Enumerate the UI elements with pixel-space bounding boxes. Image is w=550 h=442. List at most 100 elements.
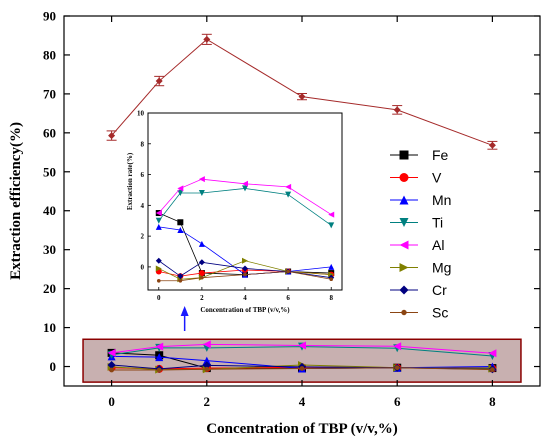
- arrow-head: [180, 306, 189, 316]
- inset-point-al: [198, 176, 205, 183]
- inset-point-cr: [242, 265, 248, 272]
- inset-y-tick-label: 4: [141, 202, 145, 210]
- y-axis-label: Extraction efficiency(%): [8, 122, 24, 280]
- legend: Fe V Mn Ti Al Mg Cr Sc: [390, 147, 451, 321]
- inset-point-sc: [286, 269, 290, 274]
- y-tick-label: 10: [43, 320, 56, 335]
- band-point-mn: [202, 356, 211, 365]
- band-point-cr: [202, 361, 211, 370]
- legend-label-mg: Mg: [432, 260, 451, 276]
- legend-marker-mn: [399, 195, 409, 205]
- inset-series-line-sc: [158, 271, 332, 282]
- inset-frame: [147, 112, 343, 291]
- x-tick-label: 4: [299, 394, 306, 409]
- legend-marker-fe: [399, 150, 409, 160]
- legend-label-mn: Mn: [432, 192, 451, 208]
- inset-point-mn: [177, 226, 184, 233]
- inset-y-tick-label: 6: [141, 171, 145, 179]
- x-tick-label: 6: [394, 394, 401, 409]
- inset-point-al: [177, 185, 184, 192]
- band-point-sc: [299, 366, 305, 371]
- inset-y-axis-label: Extraction rate(%): [126, 152, 134, 210]
- inset-point-ti: [177, 190, 184, 197]
- y-tick-label: 50: [43, 164, 56, 179]
- inset-point-ti: [285, 191, 292, 198]
- band-point-al: [202, 340, 211, 349]
- inset-point-mn: [328, 263, 335, 270]
- inset-point-cr: [198, 259, 205, 266]
- legend-label-ti: Ti: [432, 215, 443, 231]
- x-axis-label: Concentration of TBP (v/v,%): [206, 421, 397, 437]
- inset-point-al: [285, 183, 292, 190]
- band-point-al: [393, 342, 402, 351]
- inset-point-mn: [198, 240, 205, 247]
- inset-point-sc: [178, 278, 183, 283]
- legend-label-v: V: [432, 170, 442, 186]
- inset-series-line-al: [158, 178, 332, 215]
- band-point-al: [488, 349, 497, 358]
- y-tick-label: 90: [43, 9, 56, 24]
- inset-point-sc: [156, 278, 161, 283]
- inset-point-sc: [243, 272, 247, 277]
- band-point-mn: [155, 353, 164, 362]
- inset-series-line-ti: [158, 188, 332, 226]
- y-tick-label: 70: [43, 86, 56, 101]
- legend-label-fe: Fe: [432, 147, 449, 163]
- main-data-point: [393, 106, 401, 114]
- y-tick-label: 20: [43, 281, 56, 296]
- x-tick-label: 2: [204, 394, 211, 409]
- band-point-al: [107, 348, 116, 357]
- y-tick-label: 40: [43, 203, 56, 218]
- inset-y-tick-label: 10: [137, 110, 145, 118]
- arrow-annotation: [180, 306, 189, 331]
- inset-x-tick-label: 4: [243, 294, 247, 302]
- legend-marker-al: [399, 240, 409, 250]
- band-series-line-sc: [111, 367, 493, 371]
- inset-point-cr: [177, 273, 184, 280]
- inset-x-tick-label: 6: [286, 294, 290, 302]
- inset-point-ti: [155, 217, 162, 224]
- inset-series-line-mg: [158, 260, 332, 280]
- band-point-al: [298, 341, 306, 350]
- y-tick-label: 30: [43, 242, 56, 257]
- inset-plot: 0 2 4 6 8 10 0 2 4 6 8 Concentration of TBP (v/v,%)…: [126, 110, 343, 314]
- band-point-sc: [204, 366, 210, 372]
- main-data-point: [203, 35, 211, 43]
- legend-label-al: Al: [432, 237, 444, 253]
- band-series-line-al: [111, 343, 493, 354]
- inset-x-tick-label: 8: [329, 294, 333, 302]
- legend-label-sc: Sc: [432, 305, 448, 321]
- band-point-sc: [394, 365, 400, 371]
- main-data-point: [155, 77, 163, 85]
- y-tick-label: 0: [50, 359, 57, 374]
- legend-label-cr: Cr: [432, 282, 447, 298]
- inset-y-tick-label: 0: [141, 263, 145, 271]
- y-tick-label: 60: [43, 125, 56, 140]
- band-point-sc: [490, 367, 495, 373]
- inset-x-axis-label: Concentration of TBP (v/v,%): [200, 306, 290, 314]
- inset-point-ti: [198, 190, 205, 197]
- legend-marker-v: [399, 173, 409, 182]
- inset-point-mn: [155, 223, 162, 230]
- inset-series-line-mn: [158, 226, 332, 276]
- band-point-al: [155, 342, 164, 351]
- main-data-point: [488, 141, 496, 149]
- x-tick-label: 8: [489, 394, 496, 409]
- inset-point-ti: [242, 185, 248, 192]
- inset-point-al: [242, 180, 248, 187]
- inset-point-mg: [242, 257, 248, 264]
- inset-point-sc: [200, 275, 204, 280]
- band-point-cr: [107, 360, 116, 369]
- inset-y-tick-label: 2: [141, 233, 145, 241]
- inset-point-ti: [328, 222, 335, 229]
- inset-x-tick-label: 2: [200, 294, 204, 302]
- inset-point-sc: [329, 277, 334, 282]
- band-series-line-ti: [111, 346, 493, 357]
- inset-point-al: [155, 210, 162, 217]
- y-tick-label: 80: [43, 47, 56, 62]
- inset-y-tick-label: 8: [141, 140, 145, 148]
- inset-x-tick-label: 0: [157, 294, 161, 302]
- legend-marker-cr: [399, 285, 409, 295]
- inset-point-cr: [155, 257, 162, 264]
